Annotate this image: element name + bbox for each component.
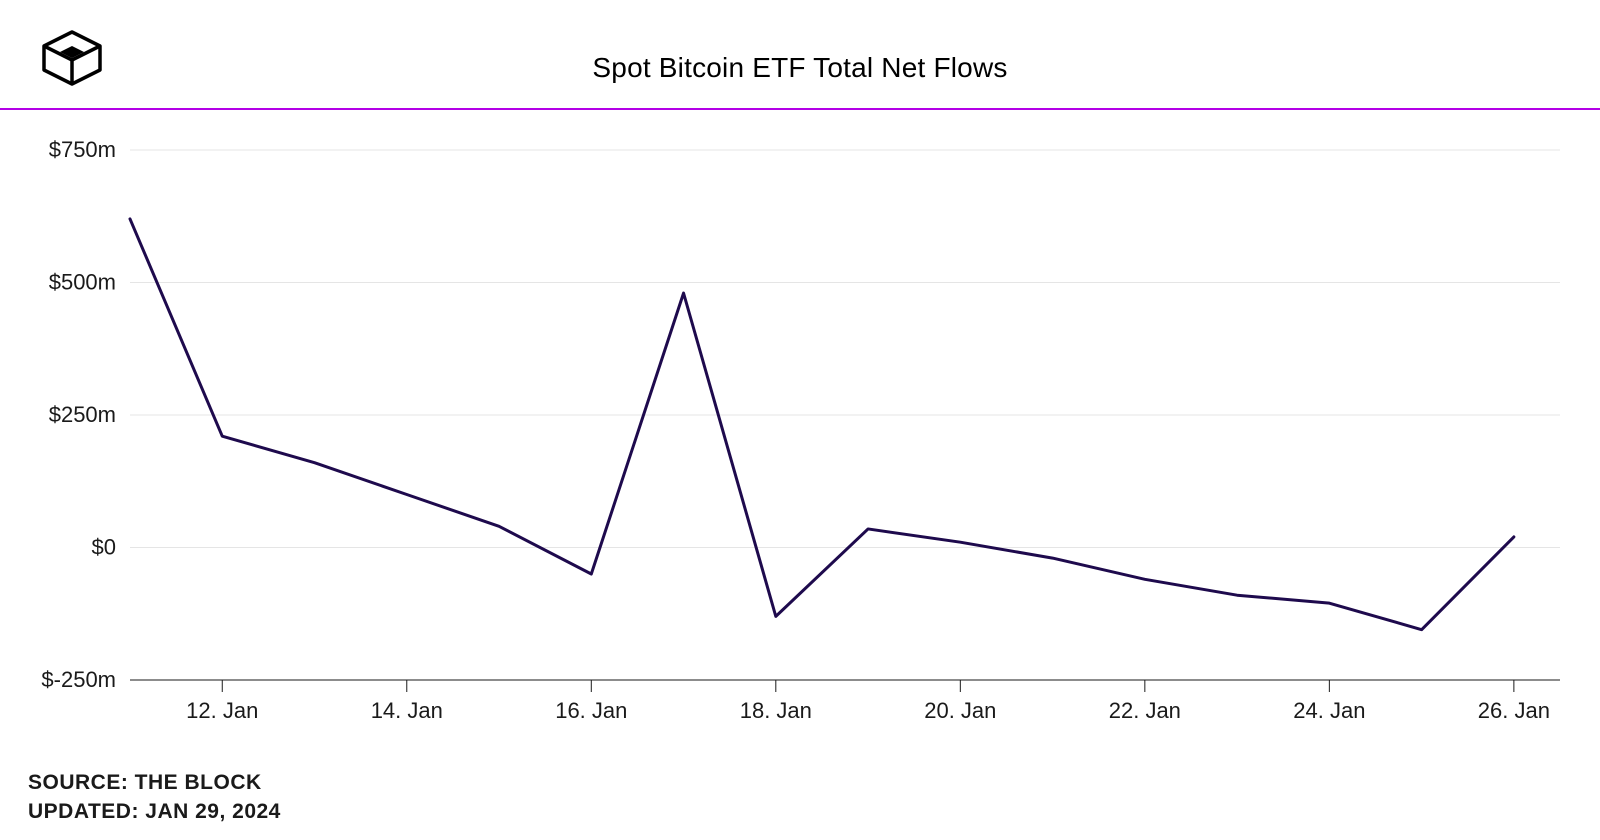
y-axis-tick-label: $0 (92, 535, 116, 560)
y-axis-tick-label: $750m (49, 137, 116, 162)
y-axis-tick-label: $500m (49, 270, 116, 295)
x-axis-tick-label: 16. Jan (555, 698, 627, 723)
chart-footer: SOURCE: THE BLOCK UPDATED: JAN 29, 2024 (28, 769, 281, 826)
chart-title: Spot Bitcoin ETF Total Net Flows (0, 0, 1600, 84)
x-axis-tick-label: 14. Jan (371, 698, 443, 723)
updated-line: UPDATED: JAN 29, 2024 (28, 798, 281, 826)
source-line: SOURCE: THE BLOCK (28, 769, 281, 797)
x-axis-tick-label: 22. Jan (1109, 698, 1181, 723)
line-chart-svg: $-250m $0 $250m $500m $750m 12. Jan 14. Jan 16.… (0, 120, 1600, 760)
y-axis-tick-label: $250m (49, 402, 116, 427)
x-axis-tick-label: 18. Jan (740, 698, 812, 723)
net-flows-line (130, 219, 1514, 630)
chart-header: Spot Bitcoin ETF Total Net Flows (0, 0, 1600, 110)
x-axis-tick-label: 26. Jan (1478, 698, 1550, 723)
y-axis-tick-label: $-250m (41, 667, 116, 692)
x-axis-tick-label: 24. Jan (1293, 698, 1365, 723)
x-axis-tick-label: 12. Jan (186, 698, 258, 723)
chart-area: $-250m $0 $250m $500m $750m 12. Jan 14. Jan 16.… (0, 120, 1600, 760)
brand-logo-icon (36, 28, 108, 93)
x-axis-tick-label: 20. Jan (924, 698, 996, 723)
